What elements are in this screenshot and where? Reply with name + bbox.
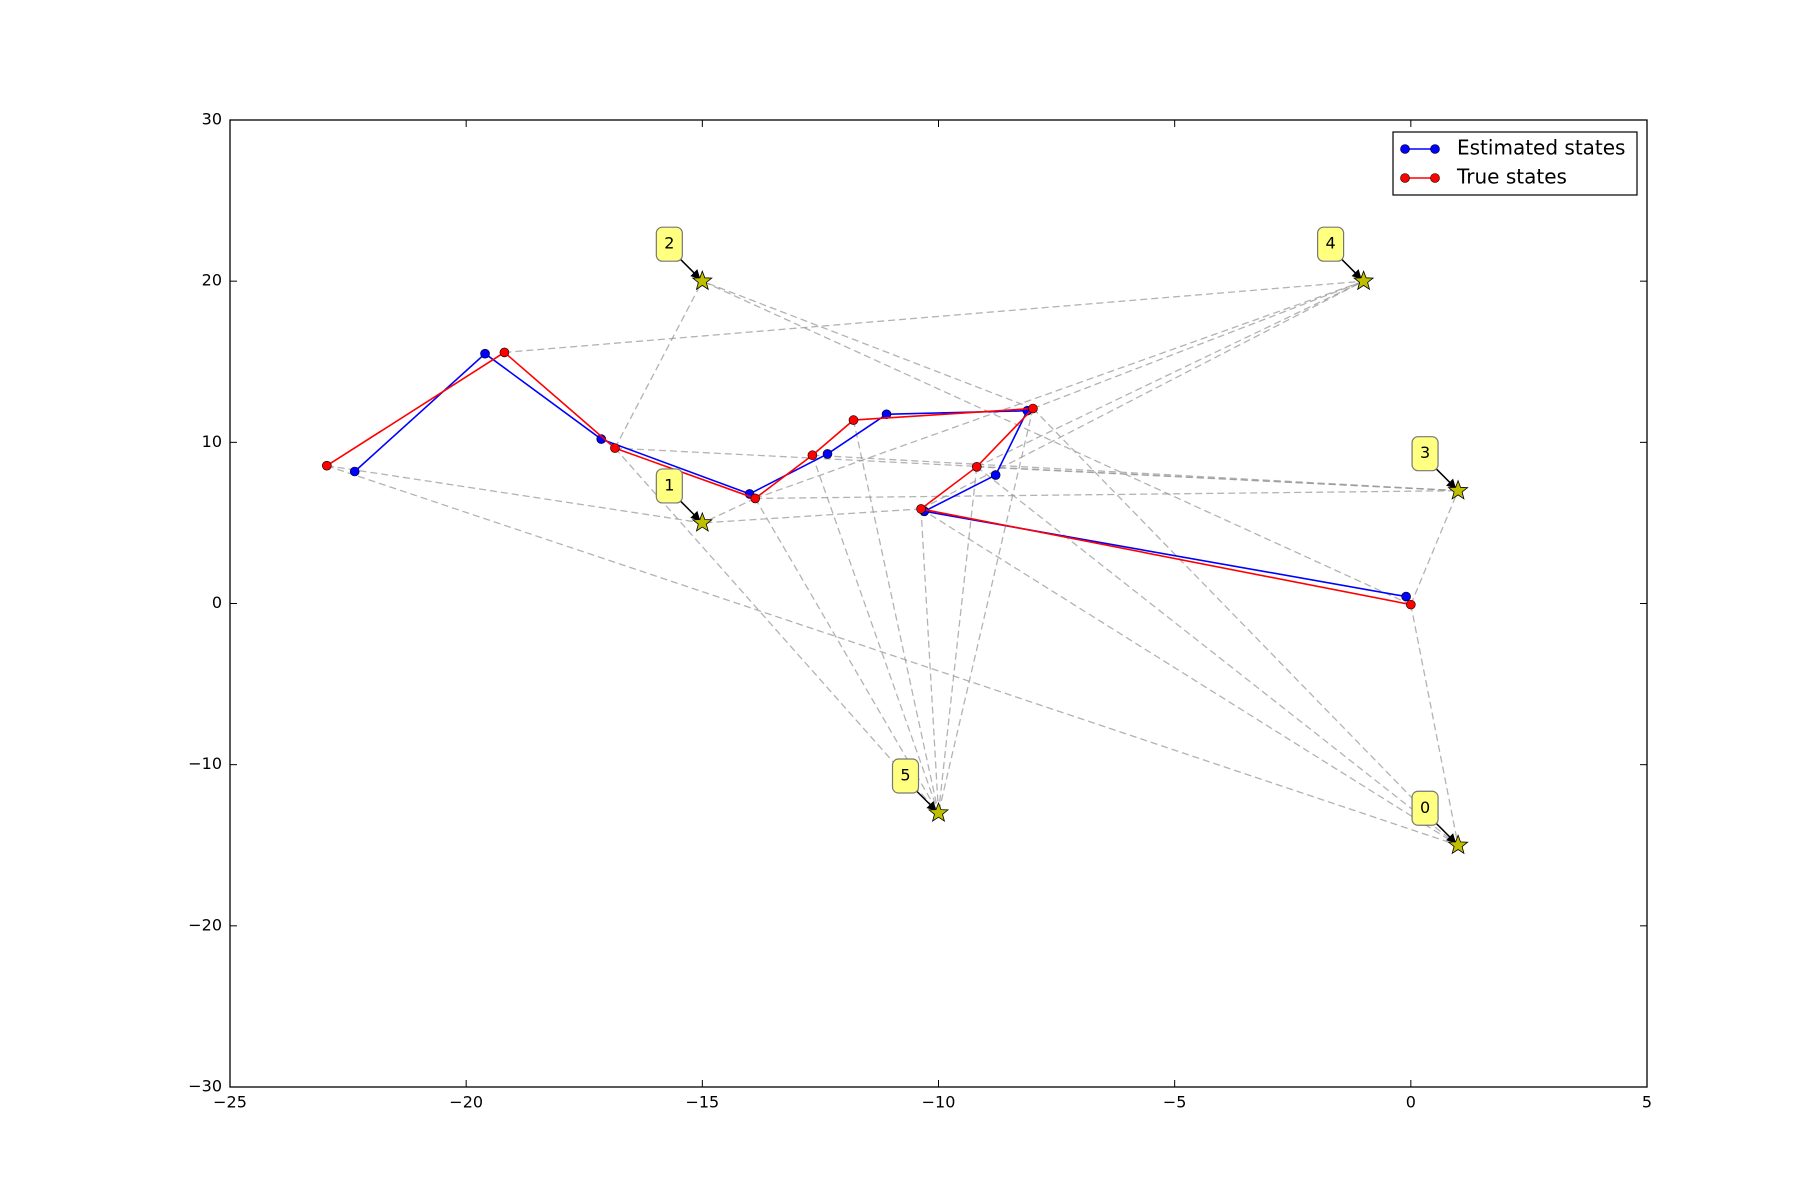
y-tick-label: 0 (212, 593, 222, 612)
observation-line (1032, 408, 1459, 846)
observation-line (326, 465, 703, 524)
observation-line (702, 497, 756, 524)
observation-line (1032, 280, 1364, 410)
state-marker (916, 504, 926, 514)
axes-frame (229, 119, 1648, 1088)
annotation-arrowhead (1446, 478, 1457, 489)
legend-box (1392, 131, 1638, 196)
landmark-star (927, 801, 950, 823)
observation-line (976, 280, 1364, 468)
observation-line (1410, 604, 1459, 846)
landmark-star (691, 270, 713, 291)
legend-marker (1400, 173, 1410, 183)
annotation-arrowhead (690, 269, 701, 280)
state-marker (848, 415, 859, 425)
state-marker (750, 493, 761, 504)
state-marker (881, 409, 892, 420)
y-tick-label: 20 (202, 271, 222, 290)
observation-line (937, 408, 1034, 814)
landmark-label: 4 (1326, 234, 1336, 253)
state-marker (1028, 403, 1038, 414)
observation-line (920, 508, 1459, 846)
x-tick-label: 5 (1642, 1093, 1652, 1112)
x-tick-label: 0 (1406, 1093, 1416, 1112)
landmark-star (1447, 479, 1469, 500)
trajectory-line (354, 352, 1407, 598)
landmark-label: 2 (664, 234, 674, 253)
state-marker (480, 348, 490, 359)
observation-line (614, 447, 939, 814)
observation-line (852, 419, 940, 814)
y-tick-label: −30 (188, 1077, 222, 1096)
landmark-label: 0 (1420, 798, 1430, 817)
observation-line (812, 454, 1459, 492)
observation-line (702, 508, 922, 524)
annotation-box (655, 468, 683, 504)
x-tick-label: −25 (213, 1093, 247, 1112)
landmark-star (691, 511, 713, 532)
annotation-box (1411, 790, 1439, 826)
state-marker (1401, 591, 1411, 602)
observation-line (937, 466, 978, 814)
observation-line (504, 280, 1364, 354)
trajectory-line (326, 351, 1411, 606)
observation-line (811, 455, 940, 814)
state-marker (807, 450, 818, 461)
state-marker (596, 434, 607, 444)
observation-line (326, 465, 1459, 846)
observation-line (755, 490, 1459, 500)
plot-area (230, 120, 1647, 1087)
y-tick-label: −10 (188, 754, 222, 773)
landmark-label: 5 (900, 766, 910, 785)
observation-line (1410, 490, 1459, 605)
legend-label: Estimated states (1457, 136, 1625, 160)
state-marker (822, 449, 833, 459)
state-marker (990, 470, 1001, 480)
state-marker (1406, 599, 1416, 610)
observation-line (702, 280, 1034, 410)
annotation-box (891, 758, 920, 794)
legend-marker (1400, 144, 1410, 154)
state-marker (610, 443, 620, 453)
y-tick-label: 30 (202, 110, 222, 129)
observation-line (920, 508, 940, 814)
state-marker (322, 460, 332, 471)
observation-line (976, 466, 1459, 846)
state-marker (499, 347, 510, 358)
observation-line (614, 280, 703, 449)
y-tick-label: 10 (202, 432, 222, 451)
annotation-box (1411, 436, 1439, 472)
observation-line (755, 280, 1364, 500)
annotation-arrowhead (690, 510, 701, 521)
annotation-box (1316, 226, 1345, 262)
landmark-label: 1 (664, 475, 674, 494)
annotation-arrowhead (926, 801, 937, 812)
annotation-box (655, 226, 683, 262)
legend-marker (1430, 144, 1440, 154)
landmark-star (1353, 270, 1375, 291)
landmark-star (1447, 834, 1469, 855)
state-marker (971, 462, 982, 472)
annotation-arrowhead (1351, 269, 1362, 280)
observation-line (702, 280, 1412, 606)
y-tick-label: −20 (188, 915, 222, 934)
legend-marker (1430, 173, 1440, 183)
landmark-label: 3 (1420, 443, 1430, 462)
annotation-arrowhead (1446, 833, 1457, 844)
legend-label: True states (1456, 165, 1567, 189)
x-tick-label: −15 (685, 1093, 719, 1112)
x-tick-label: −5 (1163, 1093, 1187, 1112)
x-tick-label: −10 (922, 1093, 956, 1112)
x-tick-label: −20 (449, 1093, 483, 1112)
state-marker (349, 466, 360, 477)
